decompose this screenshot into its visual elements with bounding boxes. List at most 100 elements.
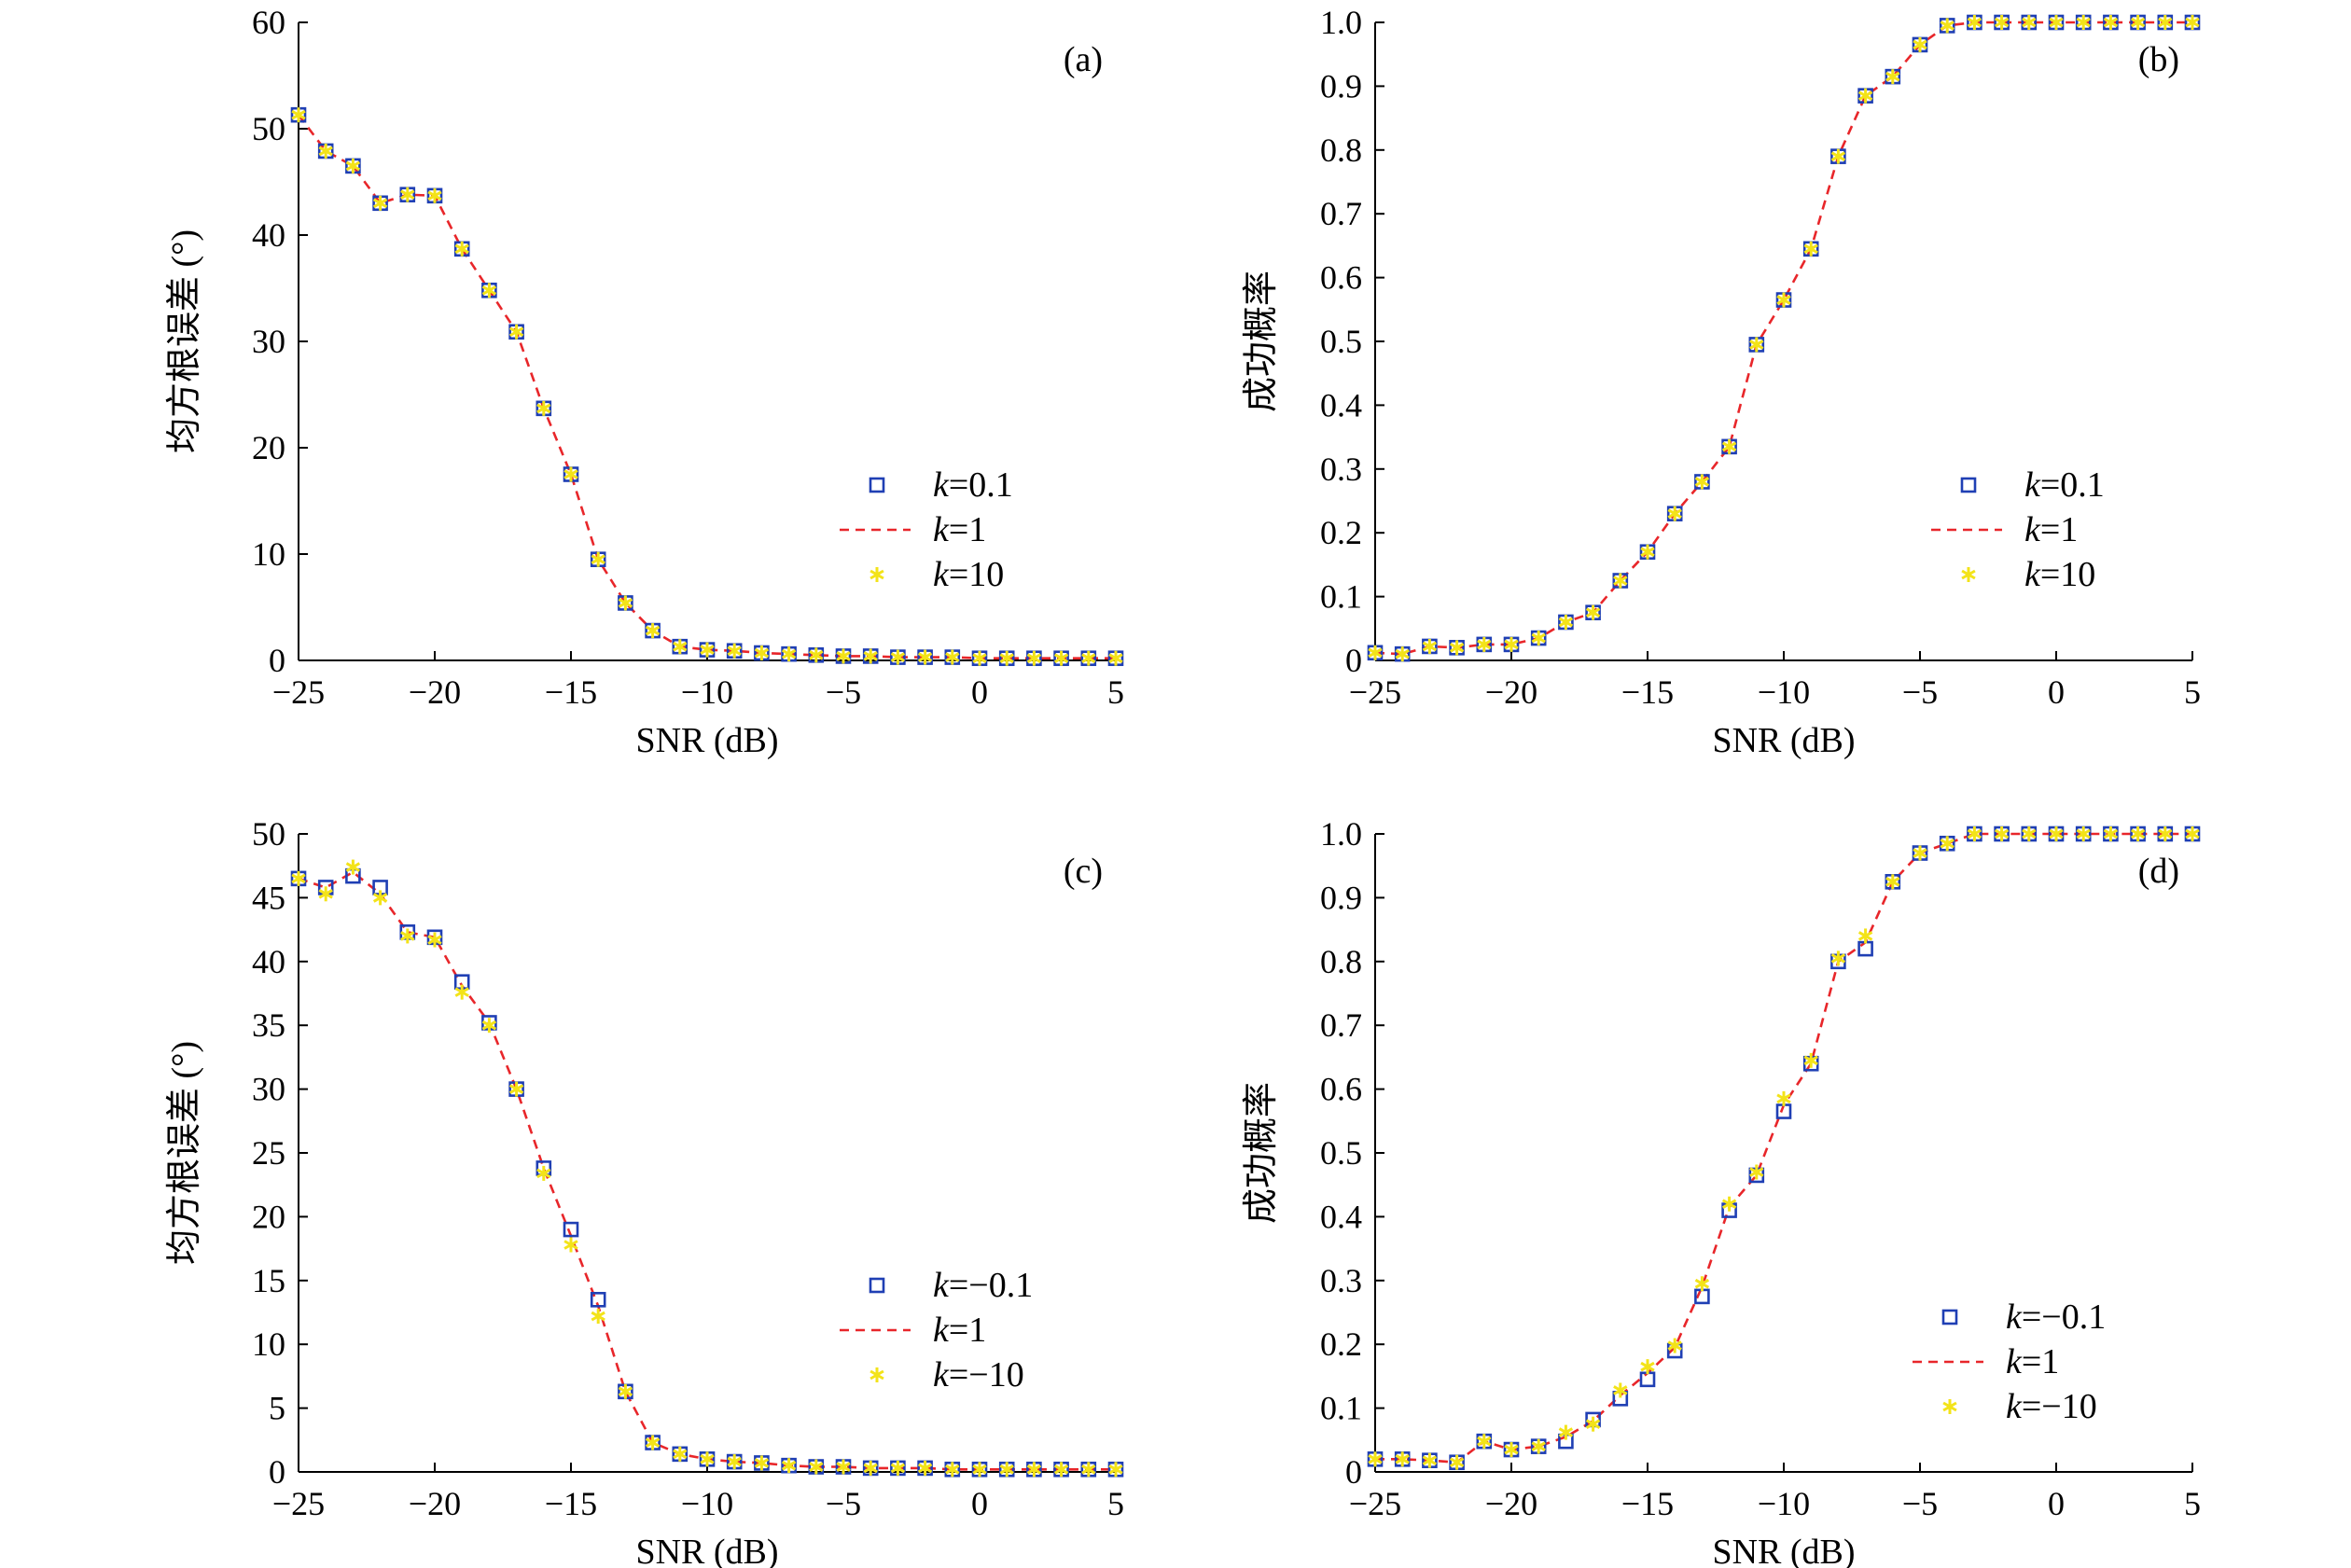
asterisk-stroke — [1585, 607, 1601, 617]
asterisk-stroke — [700, 1454, 715, 1464]
asterisk-stroke — [1531, 632, 1546, 644]
y-tick-label: 20 — [252, 429, 285, 466]
asterisk-stroke — [1830, 151, 1846, 161]
asterisk-stroke — [2130, 17, 2146, 28]
chart-panel-b: −25 −20 −15 −10 −5 0 5 0 0.1 0.2 0.3 0.4 0.5 0.6 0.7 0.… — [1242, 4, 2201, 760]
asterisk-stroke — [400, 189, 415, 200]
data-point-asterisk — [1749, 1164, 1764, 1180]
legend-label: k=−10 — [2006, 1387, 2097, 1426]
data-point-asterisk — [1640, 544, 1655, 560]
data-point-asterisk — [1558, 1424, 1574, 1440]
data-point-asterisk — [1026, 650, 1042, 666]
asterisk-stroke — [1613, 576, 1628, 586]
asterisk-stroke — [836, 651, 851, 661]
asterisk-stroke — [700, 645, 715, 655]
asterisk-stroke — [945, 652, 960, 662]
data-point-asterisk — [1640, 1359, 1655, 1375]
data-point-square — [590, 1292, 606, 1308]
asterisk-stroke — [999, 1464, 1014, 1475]
data-point-asterisk — [1940, 836, 1955, 852]
legend-label-var: k — [933, 1355, 950, 1395]
asterisk-stroke — [563, 1240, 578, 1250]
asterisk-stroke — [1504, 639, 1519, 650]
y-tick-label: 45 — [252, 879, 285, 916]
data-point-asterisk — [1776, 292, 1791, 308]
data-point-asterisk — [1803, 241, 1818, 257]
asterisk-stroke — [1585, 1419, 1601, 1429]
asterisk-stroke — [1967, 17, 1982, 28]
asterisk-stroke — [727, 1456, 742, 1467]
data-point-asterisk — [1477, 636, 1492, 652]
x-tick-label: −20 — [409, 673, 461, 711]
asterisk-stroke — [481, 1020, 497, 1031]
asterisk-stroke — [1504, 1444, 1519, 1455]
asterisk-stroke — [318, 888, 333, 899]
asterisk-stroke — [1857, 90, 1873, 101]
data-point-asterisk — [1776, 1090, 1791, 1106]
asterisk-stroke — [2130, 828, 2146, 840]
y-tick-label: 5 — [269, 1390, 285, 1427]
data-point-asterisk — [1994, 15, 2010, 30]
asterisk-stroke — [508, 1084, 524, 1094]
asterisk-stroke — [1961, 569, 1976, 580]
y-tick-label: 15 — [252, 1262, 285, 1299]
x-tick-label: −5 — [826, 1485, 861, 1522]
asterisk-stroke — [727, 645, 742, 657]
data-point-asterisk — [318, 143, 333, 159]
asterisk-stroke — [890, 652, 906, 662]
asterisk-stroke — [427, 935, 442, 945]
asterisk-stroke — [1803, 1055, 1818, 1066]
data-point-asterisk — [863, 648, 878, 664]
data-point-asterisk — [1749, 337, 1764, 353]
data-point-asterisk — [917, 1460, 933, 1476]
data-point-asterisk — [2158, 15, 2173, 30]
x-tick-label: −20 — [409, 1485, 461, 1522]
asterisk-stroke — [869, 1369, 884, 1381]
y-tick-label: 0.4 — [1320, 386, 1362, 423]
data-point-asterisk — [372, 195, 388, 211]
y-tick-label: 0.5 — [1320, 1134, 1362, 1172]
data-point-asterisk — [890, 649, 906, 665]
asterisk-stroke — [1395, 648, 1410, 659]
x-tick-label: −10 — [681, 673, 733, 711]
legend-label-var: k — [2024, 465, 2041, 505]
data-point-asterisk — [2076, 826, 2091, 841]
data-point-asterisk — [1585, 604, 1601, 620]
data-point-asterisk — [972, 1462, 987, 1478]
data-point-asterisk — [1026, 1462, 1042, 1478]
legend-marker-asterisk — [869, 567, 884, 582]
data-point-asterisk — [345, 859, 361, 875]
y-axis-title: 成功概率 — [1242, 1082, 1281, 1224]
y-tick-label: 40 — [252, 216, 285, 254]
asterisk-stroke — [1721, 1199, 1737, 1210]
data-point-asterisk — [673, 1446, 688, 1462]
data-point-asterisk — [1108, 650, 1123, 666]
asterisk-stroke — [1994, 828, 2010, 840]
asterisk-stroke — [1395, 1454, 1410, 1464]
y-tick-label: 60 — [252, 4, 285, 41]
data-point-asterisk — [2130, 826, 2146, 841]
x-tick-label: −25 — [272, 1485, 325, 1522]
data-point-asterisk — [2130, 15, 2146, 30]
legend-label-var: k — [933, 555, 950, 594]
legend-label-value: =10 — [949, 555, 1004, 594]
series-line-k1 — [1375, 832, 2192, 1464]
data-point-asterisk — [1531, 631, 1546, 646]
asterisk-stroke — [1885, 71, 1900, 82]
asterisk-stroke — [345, 862, 361, 872]
series-asterisks — [291, 859, 1123, 1478]
data-point-asterisk — [890, 1460, 906, 1476]
y-tick-label: 0.2 — [1320, 1325, 1362, 1363]
legend-label-value: =10 — [2040, 555, 2095, 594]
asterisk-stroke — [1940, 838, 1955, 849]
data-point-asterisk — [1422, 638, 1438, 654]
asterisk-stroke — [345, 160, 361, 172]
asterisk-stroke — [1081, 1464, 1096, 1475]
legend: k=0.1k=1k=10 — [840, 465, 1013, 594]
legend-label: k=1 — [933, 1311, 986, 1350]
asterisk-stroke — [400, 931, 415, 941]
legend-label-var: k — [2024, 510, 2041, 549]
data-point-asterisk — [2049, 15, 2064, 30]
asterisk-stroke — [1942, 1401, 1957, 1412]
legend-marker-square — [869, 1277, 885, 1294]
